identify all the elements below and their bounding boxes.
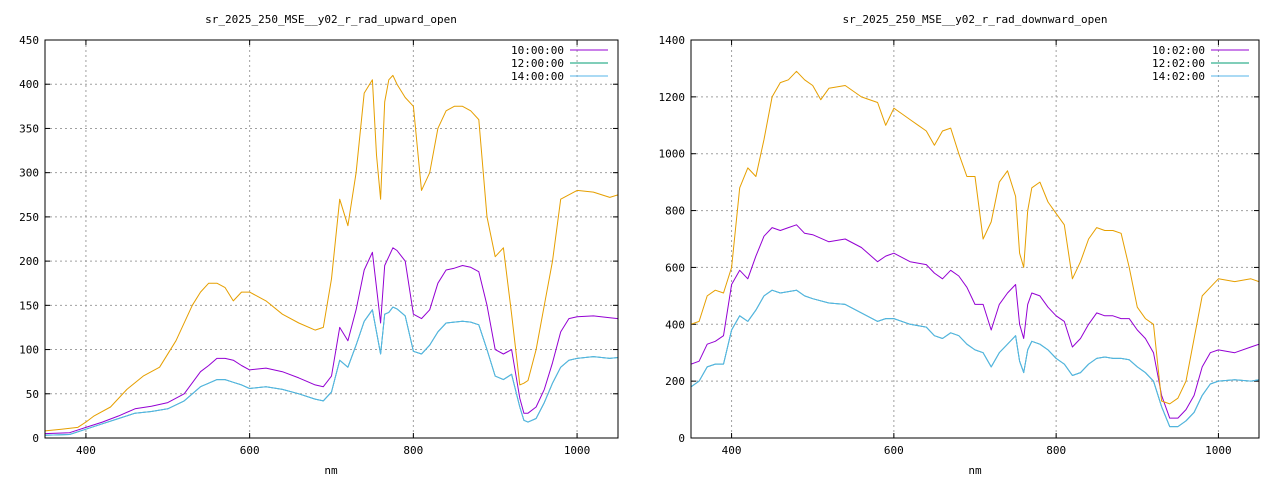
y-tick-label: 1400 bbox=[659, 34, 686, 47]
legend-label: 12:02:00 bbox=[1152, 57, 1205, 70]
y-tick-label: 400 bbox=[19, 78, 39, 91]
y-tick-label: 0 bbox=[678, 432, 685, 445]
x-axis-label: nm bbox=[324, 464, 338, 477]
x-tick-label: 800 bbox=[403, 444, 423, 457]
legend-label: 14:00:00 bbox=[511, 70, 564, 83]
axis-ticks: 0 200 400 600 800 1000 1200 1400 400 600 800 1000 bbox=[659, 34, 1259, 457]
y-tick-label: 50 bbox=[26, 388, 39, 401]
y-tick-label: 0 bbox=[32, 432, 39, 445]
grid bbox=[691, 40, 1259, 438]
plot-frame bbox=[44, 39, 619, 439]
x-tick-label: 1000 bbox=[1205, 444, 1232, 457]
legend-label: 10:02:00 bbox=[1152, 44, 1205, 57]
series-line-0 bbox=[691, 224, 1259, 419]
y-tick-label: 200 bbox=[19, 255, 39, 268]
y-tick-label: 200 bbox=[665, 375, 685, 388]
y-tick-label: 350 bbox=[19, 122, 39, 135]
series-lines bbox=[45, 74, 618, 436]
y-tick-label: 100 bbox=[19, 344, 39, 357]
y-tick-label: 800 bbox=[665, 205, 685, 218]
x-tick-label: 600 bbox=[884, 444, 904, 457]
downward-radiance-chart: sr_2025_250_MSE__y02_r_rad_downward_open… bbox=[659, 13, 1260, 477]
y-tick-label: 1000 bbox=[659, 148, 686, 161]
x-tick-label: 600 bbox=[240, 444, 260, 457]
x-tick-label: 400 bbox=[76, 444, 96, 457]
upward-radiance-chart: sr_2025_250_MSE__y02_r_rad_upward_open n… bbox=[19, 13, 619, 477]
y-tick-label: 600 bbox=[665, 261, 685, 274]
chart-title: sr_2025_250_MSE__y02_r_rad_upward_open bbox=[205, 13, 457, 26]
series-line-2 bbox=[45, 306, 618, 436]
y-tick-label: 150 bbox=[19, 299, 39, 312]
chart-title: sr_2025_250_MSE__y02_r_rad_downward_open bbox=[843, 13, 1108, 26]
y-tick-label: 1200 bbox=[659, 91, 686, 104]
series-lines bbox=[691, 70, 1259, 428]
series-line-3 bbox=[45, 74, 618, 432]
legend-label: 14:02:00 bbox=[1152, 70, 1205, 83]
series-line-2 bbox=[691, 289, 1259, 428]
plot-frame bbox=[690, 39, 1260, 439]
legend-label: 10:00:00 bbox=[511, 44, 564, 57]
series-line-3 bbox=[691, 70, 1259, 405]
legend-label: 12:00:00 bbox=[511, 57, 564, 70]
x-tick-label: 1000 bbox=[564, 444, 591, 457]
y-tick-label: 300 bbox=[19, 167, 39, 180]
series-line-0 bbox=[45, 247, 618, 435]
x-tick-label: 800 bbox=[1046, 444, 1066, 457]
y-tick-label: 400 bbox=[665, 318, 685, 331]
y-tick-label: 450 bbox=[19, 34, 39, 47]
x-axis-label: nm bbox=[968, 464, 982, 477]
axis-ticks: 0 50 100 150 200 250 300 350 400 450 400 600 800 1000 bbox=[19, 34, 618, 457]
y-tick-label: 250 bbox=[19, 211, 39, 224]
x-tick-label: 400 bbox=[722, 444, 742, 457]
